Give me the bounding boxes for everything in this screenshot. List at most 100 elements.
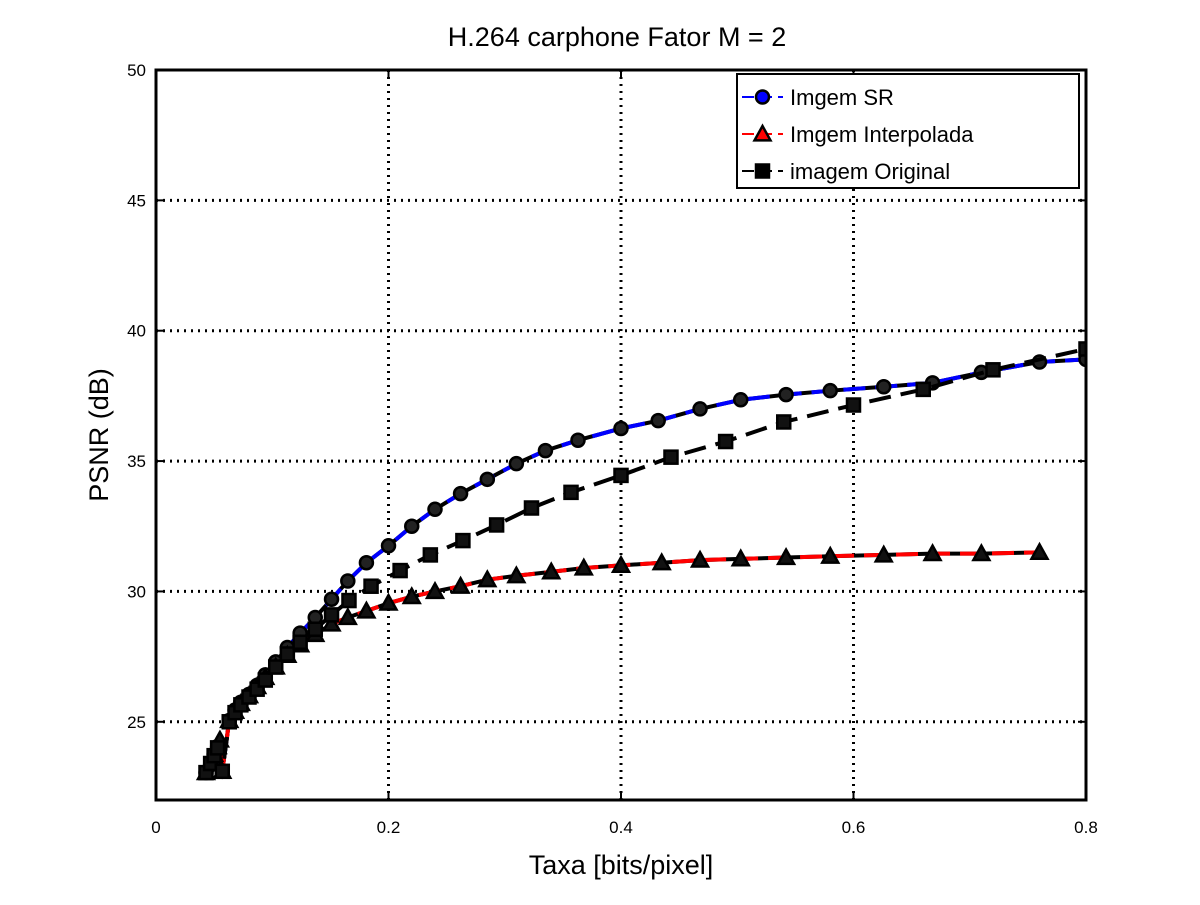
data-point-triangle <box>450 575 471 594</box>
plot-series <box>195 341 1086 781</box>
data-point-square <box>307 621 324 637</box>
y-tick-label: 35 <box>127 452 146 471</box>
x-axis-label: Taxa [bits/pixel] <box>529 850 714 880</box>
data-point-circle <box>340 573 356 589</box>
data-point-triangle <box>971 543 992 562</box>
plot-frame <box>154 68 1088 802</box>
data-point-triangle <box>689 549 711 568</box>
data-point-circle <box>822 382 838 399</box>
data-point-square <box>279 646 296 662</box>
data-point-square <box>341 592 357 609</box>
data-point-square <box>257 672 274 688</box>
data-point-triangle <box>573 557 594 576</box>
data-point-circle <box>427 501 443 518</box>
legend-item: Imgem SR <box>742 85 894 110</box>
data-point-triangle <box>922 543 943 562</box>
data-point-circle <box>537 442 554 459</box>
data-point-triangle <box>651 552 672 571</box>
data-point-triangle <box>506 565 527 584</box>
data-point-square <box>613 467 629 484</box>
data-point-square <box>488 517 505 533</box>
legend-items: Imgem SR Imgem Interpolada imagem Original <box>742 85 974 184</box>
x-tick-label: 0.2 <box>377 818 401 837</box>
data-point-triangle <box>424 580 446 600</box>
y-tick-label: 45 <box>127 191 146 210</box>
data-point-square <box>323 607 340 623</box>
data-point-circle <box>508 455 525 472</box>
data-point-square <box>1078 341 1086 357</box>
chart-title: H.264 carphone Fator M = 2 <box>448 22 786 52</box>
y-tick-label: 25 <box>127 713 146 732</box>
data-point-square <box>563 484 579 501</box>
legend-swatch-marker <box>754 89 771 105</box>
x-tick-label: 0.4 <box>609 818 633 837</box>
data-point-square <box>915 381 931 398</box>
series-line-backing <box>204 357 1086 774</box>
data-point-triangle <box>321 613 342 632</box>
legend-swatch-marker <box>754 163 771 179</box>
legend-label: Imgem SR <box>790 85 894 110</box>
legend-box <box>736 73 1080 189</box>
x-tick-label: 0 <box>151 818 160 837</box>
legend-item: Imgem Interpolada <box>742 122 974 147</box>
data-point-square <box>214 763 231 780</box>
data-point-circle <box>404 518 420 534</box>
data-point-square <box>363 578 379 594</box>
legend-item: imagem Original <box>742 159 950 184</box>
data-point-square <box>717 433 734 450</box>
data-point-circle <box>380 538 397 554</box>
data-point-triangle <box>378 592 399 611</box>
legend-label: imagem Original <box>790 159 950 184</box>
data-point-triangle <box>820 545 841 564</box>
series-imagem-original <box>198 341 1086 781</box>
y-tick-label: 50 <box>127 61 146 80</box>
x-tick-label: 0.8 <box>1074 818 1098 837</box>
data-point-triangle <box>775 546 797 566</box>
data-point-circle <box>692 401 708 417</box>
data-point-circle <box>732 392 749 408</box>
data-point-square <box>422 547 439 563</box>
data-point-square <box>455 532 471 549</box>
data-point-circle <box>875 379 892 395</box>
data-point-circle <box>479 471 496 488</box>
legend-label: Imgem Interpolada <box>790 122 974 147</box>
series-imgem-interpolada <box>195 541 1050 781</box>
data-point-square <box>209 740 226 756</box>
series-line-backing <box>204 550 1040 774</box>
data-point-square <box>292 634 308 651</box>
data-point-circle <box>358 555 375 571</box>
series-line <box>204 347 1086 774</box>
y-tick-label: 40 <box>127 322 146 341</box>
y-tick-label: 30 <box>127 582 146 601</box>
data-point-triangle <box>337 606 358 626</box>
data-point-square <box>985 362 1001 378</box>
data-point-circle <box>613 420 629 437</box>
chart-legend: Imgem SR Imgem Interpolada imagem Original <box>736 73 1080 189</box>
data-point-circle <box>570 432 586 448</box>
series-imgem-sr <box>198 351 1086 781</box>
data-point-square <box>267 659 284 675</box>
data-point-triangle <box>873 544 894 563</box>
y-axis-label: PSNR (dB) <box>84 368 114 502</box>
data-point-triangle <box>356 600 377 619</box>
data-point-square <box>663 449 679 465</box>
data-point-square <box>845 397 862 413</box>
data-point-square <box>523 500 540 516</box>
data-point-triangle <box>401 586 422 605</box>
data-point-circle <box>323 591 340 607</box>
data-point-circle <box>778 386 794 403</box>
data-point-triangle <box>541 561 562 580</box>
legend-swatch-marker <box>752 123 773 142</box>
x-tick-label: 0.6 <box>842 818 866 837</box>
data-point-circle <box>452 485 469 502</box>
data-point-triangle <box>1029 541 1050 560</box>
data-point-square <box>776 414 792 430</box>
data-point-square <box>392 562 408 579</box>
data-point-triangle <box>477 569 498 588</box>
data-point-circle <box>650 412 666 429</box>
data-point-triangle <box>610 554 632 574</box>
data-point-triangle <box>730 548 751 567</box>
series-line <box>204 550 1040 774</box>
